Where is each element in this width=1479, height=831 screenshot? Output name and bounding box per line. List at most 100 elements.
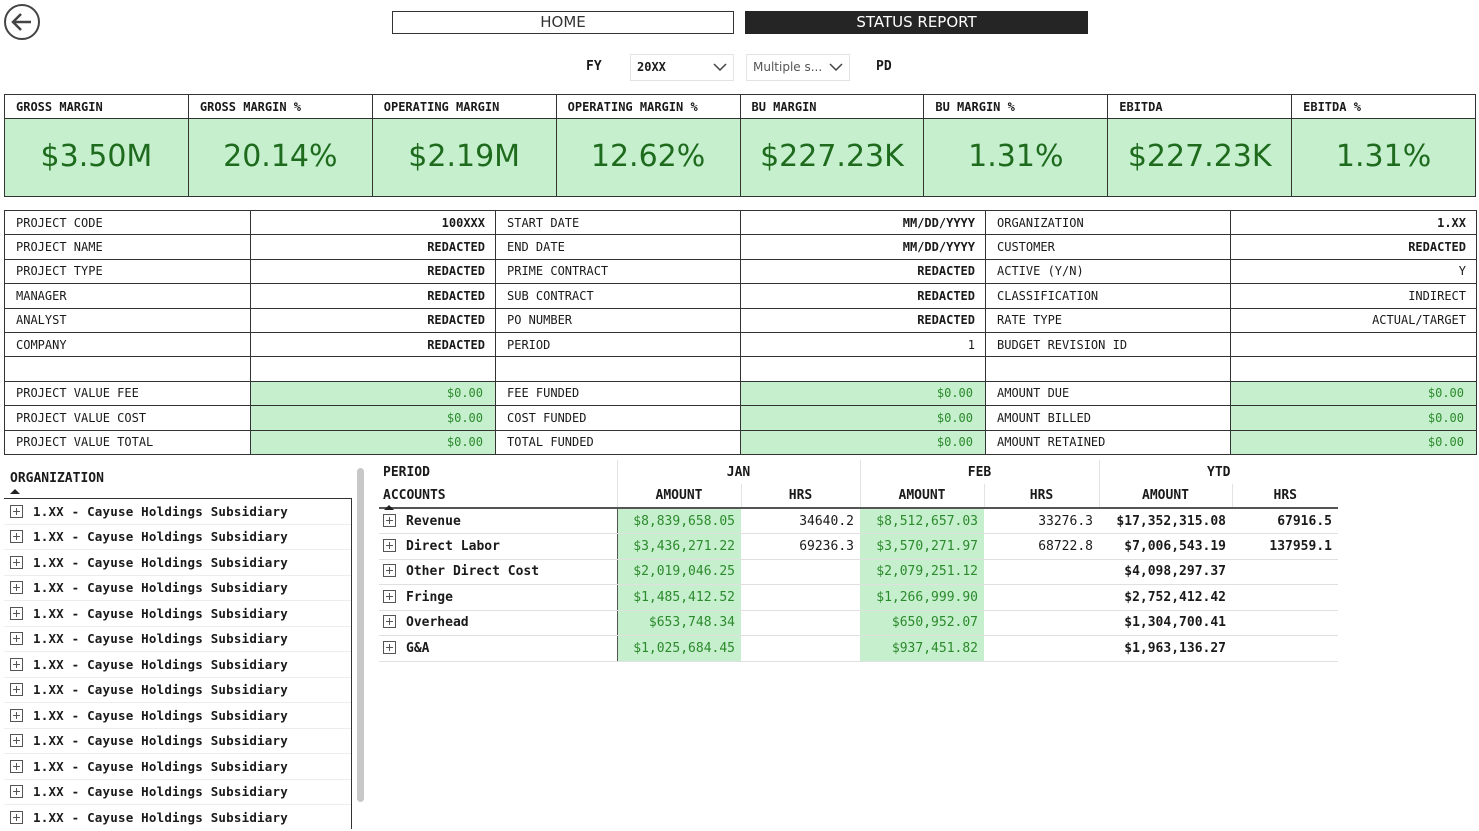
jan-amount-cell: $8,839,658.05	[616, 508, 741, 534]
kpi-card: EBITDA % 1.31%	[1292, 95, 1475, 196]
info-money: $0.00	[1230, 429, 1477, 455]
jan-hrs-cell	[741, 610, 860, 636]
expand-icon[interactable]	[10, 734, 23, 748]
expand-icon[interactable]	[10, 581, 23, 595]
feb-hrs-cell	[984, 584, 1099, 611]
organization-item[interactable]: 1.XX - Cayuse Holdings Subsidiary	[4, 576, 351, 601]
info-label: MANAGER	[4, 283, 251, 309]
info-row: PROJECT VALUE COST $0.00 COST FUNDED $0.00…	[4, 405, 1477, 431]
chevron-down-icon	[829, 63, 843, 71]
expand-icon[interactable]	[10, 683, 23, 697]
expand-icon[interactable]	[383, 589, 396, 603]
matrix-period-header: PERIOD JAN FEB YTD	[379, 460, 1338, 484]
organization-item[interactable]: 1.XX - Cayuse Holdings Subsidiary	[4, 525, 351, 550]
sort-ascending-icon[interactable]	[10, 489, 20, 494]
amount-header[interactable]: AMOUNT	[859, 484, 984, 509]
info-value: REDACTED	[250, 283, 496, 309]
info-value: REDACTED	[250, 331, 496, 358]
organization-item-label: 1.XX - Cayuse Holdings Subsidiary	[33, 605, 288, 621]
expand-icon[interactable]	[10, 810, 23, 824]
kpi-label: EBITDA	[1108, 95, 1292, 119]
jan-amount-cell: $653,748.34	[616, 610, 741, 636]
organization-item[interactable]: 1.XX - Cayuse Holdings Subsidiary	[4, 652, 351, 678]
account-label: Other Direct Cost	[406, 564, 540, 580]
expand-icon[interactable]	[10, 504, 23, 518]
feb-amount-cell: $8,512,657.03	[860, 508, 984, 534]
matrix-row: Revenue $8,839,658.05 34640.2 $8,512,657…	[379, 508, 1338, 534]
back-button[interactable]	[4, 4, 40, 40]
expand-icon[interactable]	[383, 538, 396, 552]
expand-icon[interactable]	[383, 564, 396, 578]
info-value: REDACTED	[250, 234, 496, 260]
kpi-value: $227.23K	[740, 119, 924, 196]
fy-dropdown[interactable]: 20XX	[630, 54, 734, 81]
ytd-hrs-cell	[1232, 635, 1338, 662]
organization-item[interactable]: 1.XX - Cayuse Holdings Subsidiary	[4, 678, 351, 703]
period-header-label: PERIOD	[383, 464, 430, 480]
organization-scrollbar[interactable]	[357, 468, 364, 802]
ytd-amount-cell: $7,006,543.19	[1099, 533, 1232, 560]
expand-icon[interactable]	[383, 513, 396, 527]
period-dropdown[interactable]: Multiple s...	[746, 54, 850, 81]
matrix-row: Other Direct Cost $2,019,046.25 $2,079,2…	[379, 559, 1338, 585]
accounts-matrix: PERIOD JAN FEB YTD ACCOUNTS AMOUNT HRS A…	[379, 460, 1338, 662]
hrs-header[interactable]: HRS	[1231, 484, 1338, 509]
organization-item[interactable]: 1.XX - Cayuse Holdings Subsidiary	[4, 780, 351, 805]
organization-item[interactable]: 1.XX - Cayuse Holdings Subsidiary	[4, 729, 351, 754]
home-button[interactable]: HOME	[392, 11, 734, 34]
accounts-header-label: ACCOUNTS	[379, 484, 617, 509]
info-empty	[985, 356, 1231, 382]
organization-item[interactable]: 1.XX - Cayuse Holdings Subsidiary	[4, 627, 351, 652]
hrs-header[interactable]: HRS	[740, 484, 860, 509]
expand-icon[interactable]	[10, 530, 23, 544]
amount-header[interactable]: AMOUNT	[616, 484, 741, 509]
jan-amount-cell: $3,436,271.22	[616, 533, 741, 560]
jan-amount-cell: $1,485,412.52	[616, 584, 741, 611]
expand-icon[interactable]	[10, 708, 23, 722]
matrix-row: Fringe $1,485,412.52 $1,266,999.90 $2,75…	[379, 584, 1338, 611]
account-cell[interactable]: Fringe	[379, 584, 617, 611]
status-report-button[interactable]: STATUS REPORT	[745, 11, 1088, 34]
info-empty	[250, 356, 496, 382]
info-label: COST FUNDED	[495, 405, 741, 431]
info-money: $0.00	[740, 405, 986, 431]
amount-header[interactable]: AMOUNT	[1098, 484, 1232, 509]
kpi-label: OPERATING MARGIN %	[556, 95, 740, 119]
organization-item[interactable]: 1.XX - Cayuse Holdings Subsidiary	[4, 601, 351, 627]
info-row-spacer	[4, 356, 1477, 382]
expand-icon[interactable]	[10, 555, 23, 569]
hrs-header[interactable]: HRS	[983, 484, 1099, 509]
account-cell[interactable]: Revenue	[379, 508, 617, 534]
jan-hrs-cell	[741, 559, 860, 585]
kpi-value: $2.19M	[372, 119, 556, 196]
organization-item[interactable]: 1.XX - Cayuse Holdings Subsidiary	[4, 805, 351, 829]
ytd-amount-cell: $4,098,297.37	[1099, 559, 1232, 585]
period-feb-header: FEB	[859, 460, 1099, 484]
expand-icon[interactable]	[10, 785, 23, 799]
expand-icon[interactable]	[10, 632, 23, 646]
account-cell[interactable]: Overhead	[379, 610, 617, 636]
account-label: Revenue	[406, 513, 461, 529]
sort-ascending-icon[interactable]	[384, 505, 394, 510]
organization-item-label: 1.XX - Cayuse Holdings Subsidiary	[33, 656, 288, 672]
organization-item[interactable]: 1.XX - Cayuse Holdings Subsidiary	[4, 550, 351, 576]
expand-icon[interactable]	[383, 615, 396, 629]
info-row: PROJECT NAME REDACTED END DATE MM/DD/YYYY …	[4, 234, 1477, 260]
organization-item[interactable]: 1.XX - Cayuse Holdings Subsidiary	[4, 499, 351, 525]
organization-item[interactable]: 1.XX - Cayuse Holdings Subsidiary	[4, 754, 351, 780]
account-cell[interactable]: Direct Labor	[379, 533, 617, 560]
expand-icon[interactable]	[10, 657, 23, 671]
account-cell[interactable]: G&A	[379, 635, 617, 662]
kpi-value: 20.14%	[188, 119, 372, 196]
organization-item[interactable]: 1.XX - Cayuse Holdings Subsidiary	[4, 703, 351, 729]
arrow-left-icon	[11, 13, 31, 31]
feb-hrs-cell: 68722.8	[984, 533, 1099, 560]
info-value: 1.XX	[1230, 209, 1477, 236]
ytd-amount-cell: $2,752,412.42	[1099, 584, 1232, 611]
account-cell[interactable]: Other Direct Cost	[379, 559, 617, 585]
organization-item-label: 1.XX - Cayuse Holdings Subsidiary	[33, 758, 288, 774]
expand-icon[interactable]	[383, 640, 396, 654]
expand-icon[interactable]	[10, 606, 23, 620]
expand-icon[interactable]	[10, 759, 23, 773]
chevron-down-icon	[713, 63, 727, 71]
